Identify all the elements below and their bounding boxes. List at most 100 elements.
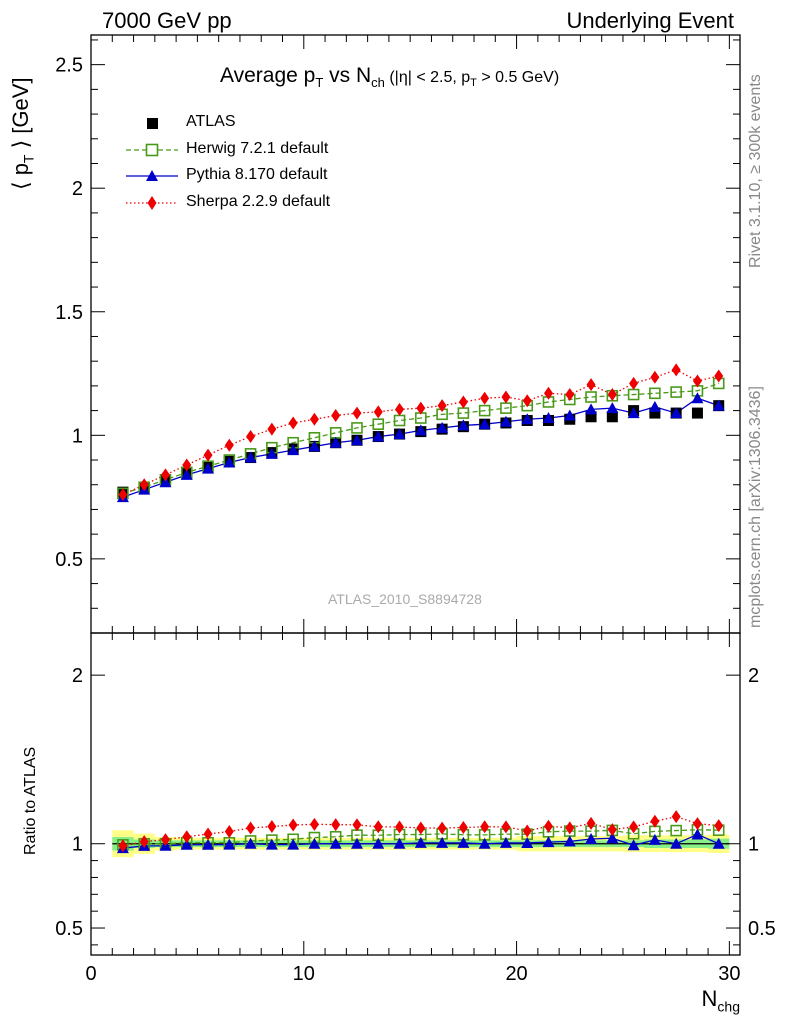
data-point-herwig [138, 481, 150, 494]
ratio-point-herwig [500, 828, 512, 840]
ratio-point-pythia [287, 838, 300, 850]
data-point-sherpa [586, 378, 596, 392]
ratio-point-herwig [351, 829, 363, 841]
analysis-watermark: ATLAS_2010_S8894728 [328, 591, 482, 607]
data-point-pythia [457, 419, 470, 431]
y-tick-label-top: 1 [72, 425, 83, 447]
data-point-herwig [415, 412, 427, 424]
ratio-point-sherpa [437, 821, 447, 835]
data-point-pythia [393, 428, 406, 440]
data-point-pythia [244, 451, 257, 463]
data-point-sherpa [246, 430, 256, 444]
data-point-sherpa [671, 363, 681, 377]
data-point-pythia [563, 409, 576, 421]
data-point-atlas [457, 421, 469, 433]
data-point-herwig [542, 396, 555, 408]
legend-label-pythia: Pythia 8.170 default [186, 166, 328, 183]
legend-marker-herwig [145, 143, 159, 157]
data-point-pythia [585, 403, 598, 415]
data-point-sherpa [543, 386, 553, 400]
ratio-point-herwig [521, 828, 534, 840]
energy-label: 7000 GeV pp [102, 8, 232, 33]
legend-marker-atlas [147, 118, 158, 129]
data-point-sherpa [480, 391, 490, 405]
data-point-herwig [478, 404, 491, 417]
y-tick-label-ratio-right: 2 [748, 665, 759, 687]
series-line-herwig [122, 382, 719, 495]
data-point-atlas [308, 440, 320, 452]
data-point-herwig [351, 422, 363, 434]
y-axis-label-top: ⟨ pT ⟩ [GeV] [8, 77, 37, 190]
data-point-herwig [266, 441, 278, 454]
ratio-point-sherpa [480, 820, 490, 834]
data-point-herwig [308, 431, 321, 444]
ratio-point-herwig [202, 836, 214, 849]
data-point-atlas [287, 443, 299, 455]
data-point-sherpa [352, 406, 362, 420]
ratio-point-pythia [542, 836, 555, 848]
data-point-pythia [116, 491, 129, 503]
data-point-pythia [478, 418, 491, 430]
ratio-point-sherpa [331, 818, 341, 832]
data-point-atlas [266, 447, 278, 459]
ratio-line-pythia [122, 833, 719, 849]
data-point-pythia [670, 407, 683, 419]
ratio-point-sherpa [692, 817, 702, 831]
ratio-band-outer [112, 830, 730, 858]
data-point-atlas [159, 474, 171, 486]
data-point-pythia [712, 399, 725, 411]
data-point-atlas [436, 423, 448, 435]
y-tick-label-top: 1.5 [55, 302, 83, 324]
ratio-point-sherpa [309, 817, 319, 831]
data-point-sherpa [203, 448, 213, 462]
ratio-point-sherpa [416, 821, 426, 835]
ratio-point-pythia [265, 838, 278, 850]
ratio-point-herwig [138, 837, 150, 850]
data-point-pythia [691, 392, 704, 404]
data-point-pythia [627, 407, 640, 419]
data-point-pythia [138, 483, 151, 495]
rivet-info: Rivet 3.1.10, ≥ 300k events [747, 74, 764, 268]
data-point-herwig [117, 487, 129, 500]
ratio-line-herwig [122, 829, 719, 846]
y-axis-label-ratio: Ratio to ATLAS [22, 746, 39, 855]
data-point-atlas [628, 405, 640, 417]
data-point-sherpa [373, 405, 383, 419]
data-point-herwig [585, 391, 597, 403]
ratio-point-sherpa [501, 820, 511, 834]
ratio-point-pythia [478, 837, 491, 849]
ratio-point-herwig [393, 828, 406, 841]
ratio-point-herwig [627, 827, 640, 840]
data-point-atlas [181, 468, 193, 480]
data-point-sherpa [692, 374, 702, 388]
ratio-point-pythia [223, 838, 236, 850]
ratio-point-sherpa [160, 833, 170, 847]
ratio-point-sherpa [224, 824, 234, 838]
ratio-point-herwig [180, 836, 193, 849]
data-point-pythia [606, 402, 619, 414]
ratio-panel-frame [90, 632, 741, 956]
data-point-atlas [564, 413, 576, 425]
ratio-point-herwig [159, 837, 172, 850]
data-point-sherpa [650, 370, 660, 384]
data-point-atlas [223, 455, 235, 467]
data-point-herwig [202, 460, 214, 473]
ratio-point-herwig [436, 828, 448, 840]
ratio-point-herwig [585, 825, 597, 837]
ratio-point-sherpa [139, 835, 149, 849]
ratio-point-sherpa [607, 823, 617, 837]
y-tick-label-ratio-right: 1 [748, 834, 759, 856]
ratio-point-herwig [691, 824, 704, 836]
data-point-atlas [670, 407, 682, 419]
ratio-point-sherpa [650, 814, 660, 828]
data-point-atlas [691, 407, 703, 419]
ratio-point-sherpa [458, 820, 468, 834]
data-point-herwig [500, 402, 512, 414]
data-point-sherpa [395, 402, 405, 416]
data-point-atlas [138, 481, 150, 493]
ratio-point-herwig [244, 835, 257, 847]
legend: ATLAS Herwig 7.2.1 default Pythia 8.170 … [122, 112, 382, 222]
data-point-sherpa [182, 458, 192, 472]
data-point-herwig [329, 427, 342, 439]
y-tick-label-ratio-left: 0.5 [55, 918, 83, 940]
